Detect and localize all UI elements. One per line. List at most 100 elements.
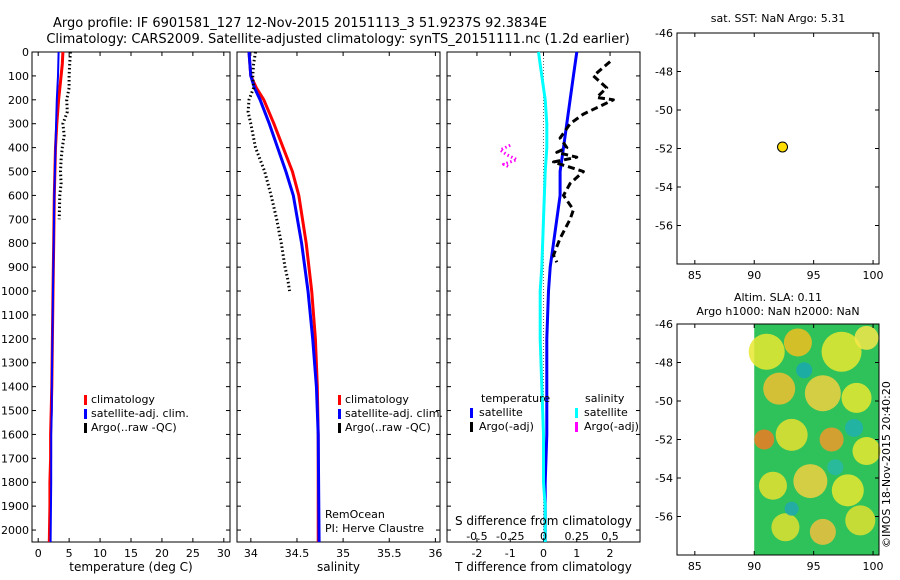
legend-label: climatology [91, 393, 155, 406]
y-tick-label: -56 [655, 220, 673, 233]
x2-tick-label: -0.5 [466, 530, 487, 543]
legend-label: Argo(-adj) [479, 420, 534, 433]
legend-label: satellite-adj. clim. [91, 407, 189, 420]
platform-text: RemOcean [325, 508, 385, 521]
x-tick-label: 95 [807, 269, 821, 282]
map-title: Altim. SLA: 0.11 [734, 291, 822, 304]
sla-anomaly-blob [754, 429, 775, 450]
y-tick-label: -54 [655, 181, 673, 194]
y-tick-label: -46 [655, 318, 673, 331]
legend-swatch [575, 422, 578, 432]
sla-anomaly-blob [845, 418, 864, 437]
legend-label: satellite [479, 406, 523, 419]
sla-anomaly-blob [784, 501, 799, 516]
x-axis-label: T difference from climatology [454, 560, 632, 574]
legend-swatch [338, 395, 341, 405]
legend-swatch [338, 409, 341, 419]
y-tick-label: 300 [8, 118, 29, 131]
x-tick-label: 35 [336, 547, 350, 560]
float-position-marker [777, 141, 789, 153]
x-tick-label: 30 [217, 547, 231, 560]
y-tick-label: 600 [8, 189, 29, 202]
y-tick-label: 200 [8, 94, 29, 107]
header-line1: Argo profile: IF 6901581_127 12-Nov-2015… [53, 16, 547, 31]
legend-swatch [575, 408, 578, 418]
x-tick-label: 5 [66, 547, 73, 560]
legend-label: satellite-adj. clim. [345, 407, 443, 420]
sla-anomaly-blob [852, 437, 881, 466]
y-tick-label: 1600 [1, 428, 29, 441]
x-tick-label: -1 [505, 547, 516, 560]
sla-anomaly-blob [831, 474, 864, 507]
x-tick-label: -2 [471, 547, 482, 560]
y-tick-label: 100 [8, 70, 29, 83]
x-tick-label: 100 [863, 560, 884, 573]
plot-frame [31, 51, 231, 543]
y-tick-label: 1500 [1, 405, 29, 418]
watermark: ©IMOS 18-Nov-2015 20:40:20 [880, 381, 893, 548]
x-tick-label: 34 [244, 547, 258, 560]
series-satellite-adj--clim--line [49, 51, 60, 543]
x-tick-label: 1 [573, 547, 580, 560]
y-tick-label: 1400 [1, 381, 29, 394]
series-argo---raw--qc--line [246, 51, 292, 292]
sla-anomaly-blob [771, 513, 800, 542]
y-tick-label: 800 [8, 237, 29, 250]
y-tick-label: -50 [655, 104, 673, 117]
x-tick-label: 85 [688, 269, 702, 282]
x-tick-label: 25 [186, 547, 200, 560]
legend-swatch [470, 408, 473, 418]
x-tick-label: 90 [747, 269, 761, 282]
x-tick-label: 95 [807, 560, 821, 573]
x2-tick-label: -0.25 [496, 530, 524, 543]
x-tick-label: 34.5 [285, 547, 310, 560]
legend-swatch [84, 395, 87, 405]
sla-anomaly-blob [809, 518, 836, 545]
sla-anomaly-blob [804, 375, 841, 412]
x-tick-label: 10 [93, 547, 107, 560]
legend-label: Argo(-adj) [584, 420, 639, 433]
sla-anomaly-blob [821, 331, 862, 372]
y-tick-label: 1800 [1, 476, 29, 489]
sla-anomaly-blob [845, 505, 876, 536]
x-tick-label: 85 [688, 560, 702, 573]
sla-anomaly-blob [783, 328, 812, 357]
sst-map-panel: 85 90 95 100 -46 -48 -50 -52 -54 -56 sat. SST: NaN… [655, 12, 884, 282]
map-subtitle: Argo h1000: NaN h2000: NaN [696, 305, 859, 318]
series-satellite-line [537, 51, 549, 542]
legend-swatch [338, 423, 341, 433]
series-argo--adj--line [552, 60, 615, 263]
x-axis-label: salinity [317, 560, 360, 574]
plot-frame [236, 51, 441, 543]
series-satellite-line [543, 51, 579, 542]
series-argo--adj--line [498, 143, 519, 169]
sla-anomaly-blob [763, 372, 796, 405]
x-axis-label: temperature (deg C) [69, 560, 192, 574]
sla-anomaly-blob [758, 471, 787, 500]
y-tick-label: 1000 [1, 285, 29, 298]
x2-axis-label: S difference from climatology [455, 514, 632, 528]
sla-anomaly-blob [841, 382, 872, 413]
x-tick-label: 20 [155, 547, 169, 560]
y-tick-label: 1200 [1, 333, 29, 346]
map-title: sat. SST: NaN Argo: 5.31 [711, 12, 845, 25]
difference-panel: -2 -1 0 1 2T difference from climatology temp… [446, 51, 641, 574]
legend-swatch [470, 422, 473, 432]
y-tick-label: -50 [655, 395, 673, 408]
y-tick-label: 900 [8, 261, 29, 274]
sla-anomaly-blob [854, 325, 879, 350]
y-tick-label: -52 [655, 143, 673, 156]
sla-anomaly-blob [793, 464, 828, 499]
y-tick-label: -48 [655, 357, 673, 370]
sla-anomaly-blob [819, 427, 844, 452]
y-tick-label: 1100 [1, 309, 29, 322]
x-tick-label: 36 [428, 547, 442, 560]
sla-anomaly-blob [796, 362, 813, 379]
x-tick-label: 100 [863, 269, 884, 282]
y-tick-label: -46 [655, 27, 673, 40]
x-tick-label: 15 [124, 547, 138, 560]
legend-title: salinity [585, 392, 625, 405]
x2-tick-label: 0 [540, 530, 547, 543]
